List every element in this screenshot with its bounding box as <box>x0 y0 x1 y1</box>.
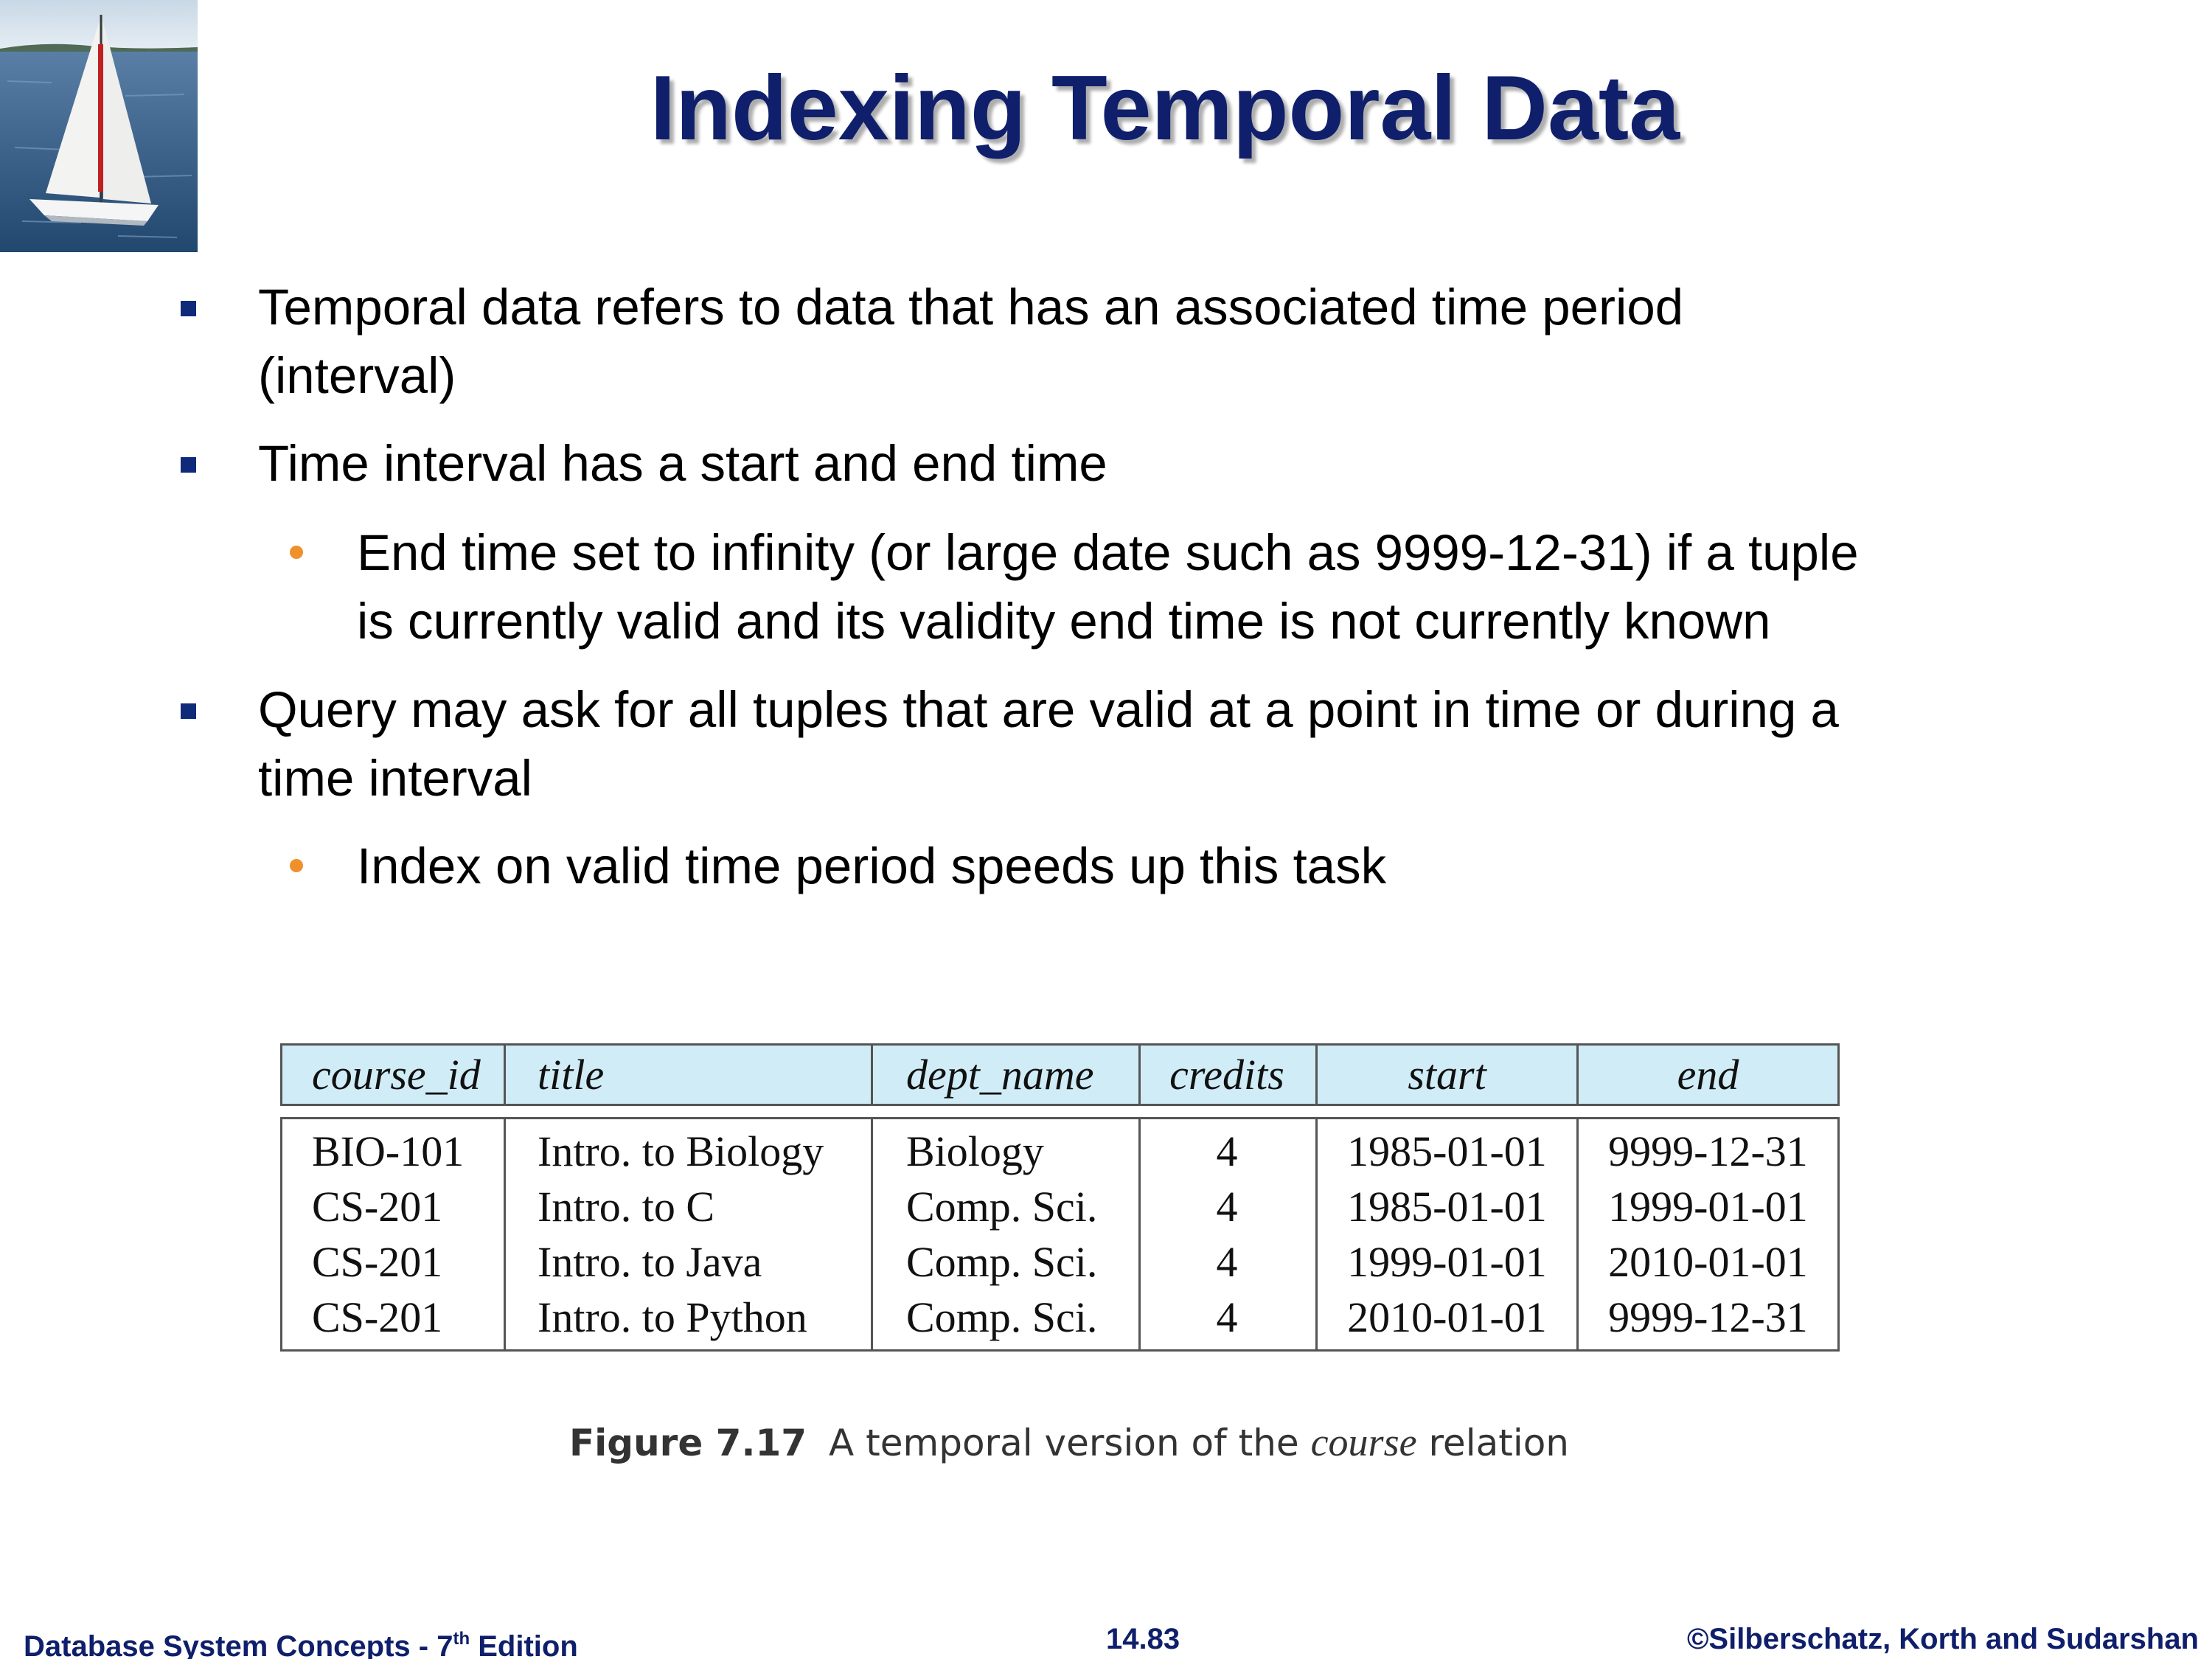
square-bullet-icon <box>181 301 196 316</box>
column-divider <box>1576 1119 1579 1349</box>
sailboat-image <box>0 0 198 252</box>
bullet-item: Temporal data refers to data that has an… <box>181 273 1684 410</box>
cell-course-id: CS-201 <box>312 1293 443 1341</box>
cell-dept-name: Comp. Sci. <box>906 1293 1098 1341</box>
sub-bullet-item: End time set to infinity (or large date … <box>290 518 1859 655</box>
cell-start: 1985-01-01 <box>1347 1183 1547 1231</box>
cell-course-id: CS-201 <box>312 1183 443 1231</box>
table-header: course_id title dept_name credits start … <box>280 1043 1840 1106</box>
cell-title: Intro. to C <box>538 1183 715 1231</box>
bullet-line: Temporal data refers to data that has an… <box>258 279 1684 335</box>
column-divider <box>1138 1046 1141 1104</box>
figure-caption: Figure 7.17 A temporal version of the cou… <box>569 1419 1569 1465</box>
footer-edition: Edition <box>470 1630 578 1659</box>
round-bullet-icon <box>290 546 303 559</box>
bullet-line: End time set to infinity (or large date … <box>357 524 1859 581</box>
footer-superscript: th <box>453 1629 470 1649</box>
cell-start: 1999-01-01 <box>1347 1238 1547 1286</box>
bullet-line: Time interval has a start and end time <box>258 435 1107 492</box>
caption-text-end: relation <box>1428 1422 1569 1464</box>
cell-end: 2010-01-01 <box>1608 1238 1808 1286</box>
square-bullet-icon <box>181 703 196 719</box>
column-divider <box>1138 1119 1141 1349</box>
column-divider <box>504 1119 506 1349</box>
header-title: title <box>538 1051 605 1099</box>
column-divider <box>871 1046 873 1104</box>
cell-title: Intro. to Java <box>538 1238 762 1286</box>
round-bullet-icon <box>290 859 303 872</box>
slide-title: Indexing Temporal Data <box>650 58 1680 159</box>
bullet-line: Index on valid time period speeds up thi… <box>357 838 1387 894</box>
sub-bullet-item: Index on valid time period speeds up thi… <box>290 832 1387 900</box>
cell-end: 9999-12-31 <box>1608 1127 1808 1175</box>
column-divider <box>871 1119 873 1349</box>
header-course-id: course_id <box>312 1051 481 1099</box>
caption-text: A temporal version of the <box>829 1422 1299 1464</box>
table-body: BIO-101 Intro. to Biology Biology 4 1985… <box>280 1117 1840 1352</box>
column-divider <box>1315 1046 1318 1104</box>
column-divider <box>504 1046 506 1104</box>
cell-start: 1985-01-01 <box>1347 1127 1547 1175</box>
footer-page-number: 14.83 <box>1106 1623 1180 1655</box>
cell-course-id: CS-201 <box>312 1238 443 1286</box>
bullet-line: is currently valid and its validity end … <box>357 593 1771 650</box>
bullet-line: time interval <box>258 750 532 807</box>
cell-dept-name: Biology <box>906 1127 1044 1175</box>
footer-copyright: ©Silberschatz, Korth and Sudarshan <box>1686 1623 2199 1655</box>
bullet-line: Query may ask for all tuples that are va… <box>258 681 1839 738</box>
cell-credits: 4 <box>1216 1238 1238 1286</box>
header-start: start <box>1408 1051 1486 1099</box>
cell-end: 1999-01-01 <box>1608 1183 1808 1231</box>
footer-book-name: Database System Concepts - 7 <box>24 1630 453 1659</box>
bullet-line: (interval) <box>258 347 456 404</box>
column-divider <box>1576 1046 1579 1104</box>
header-credits: credits <box>1169 1051 1284 1099</box>
header-dept-name: dept_name <box>906 1051 1094 1099</box>
cell-end: 9999-12-31 <box>1608 1293 1808 1341</box>
cell-credits: 4 <box>1216 1127 1238 1175</box>
bullet-item: Query may ask for all tuples that are va… <box>181 675 1839 813</box>
cell-course-id: BIO-101 <box>312 1127 465 1175</box>
figure-number: Figure 7.17 <box>569 1422 807 1464</box>
header-end: end <box>1677 1051 1739 1099</box>
square-bullet-icon <box>181 457 196 473</box>
caption-emphasis: course <box>1310 1420 1417 1464</box>
cell-dept-name: Comp. Sci. <box>906 1238 1098 1286</box>
cell-dept-name: Comp. Sci. <box>906 1183 1098 1231</box>
cell-title: Intro. to Python <box>538 1293 807 1341</box>
bullet-item: Time interval has a start and end time <box>181 429 1107 498</box>
footer-book-title: Database System Concepts - 7th Edition <box>24 1621 578 1659</box>
cell-title: Intro. to Biology <box>538 1127 824 1175</box>
cell-credits: 4 <box>1216 1183 1238 1231</box>
cell-start: 2010-01-01 <box>1347 1293 1547 1341</box>
column-divider <box>1315 1119 1318 1349</box>
cell-credits: 4 <box>1216 1293 1238 1341</box>
